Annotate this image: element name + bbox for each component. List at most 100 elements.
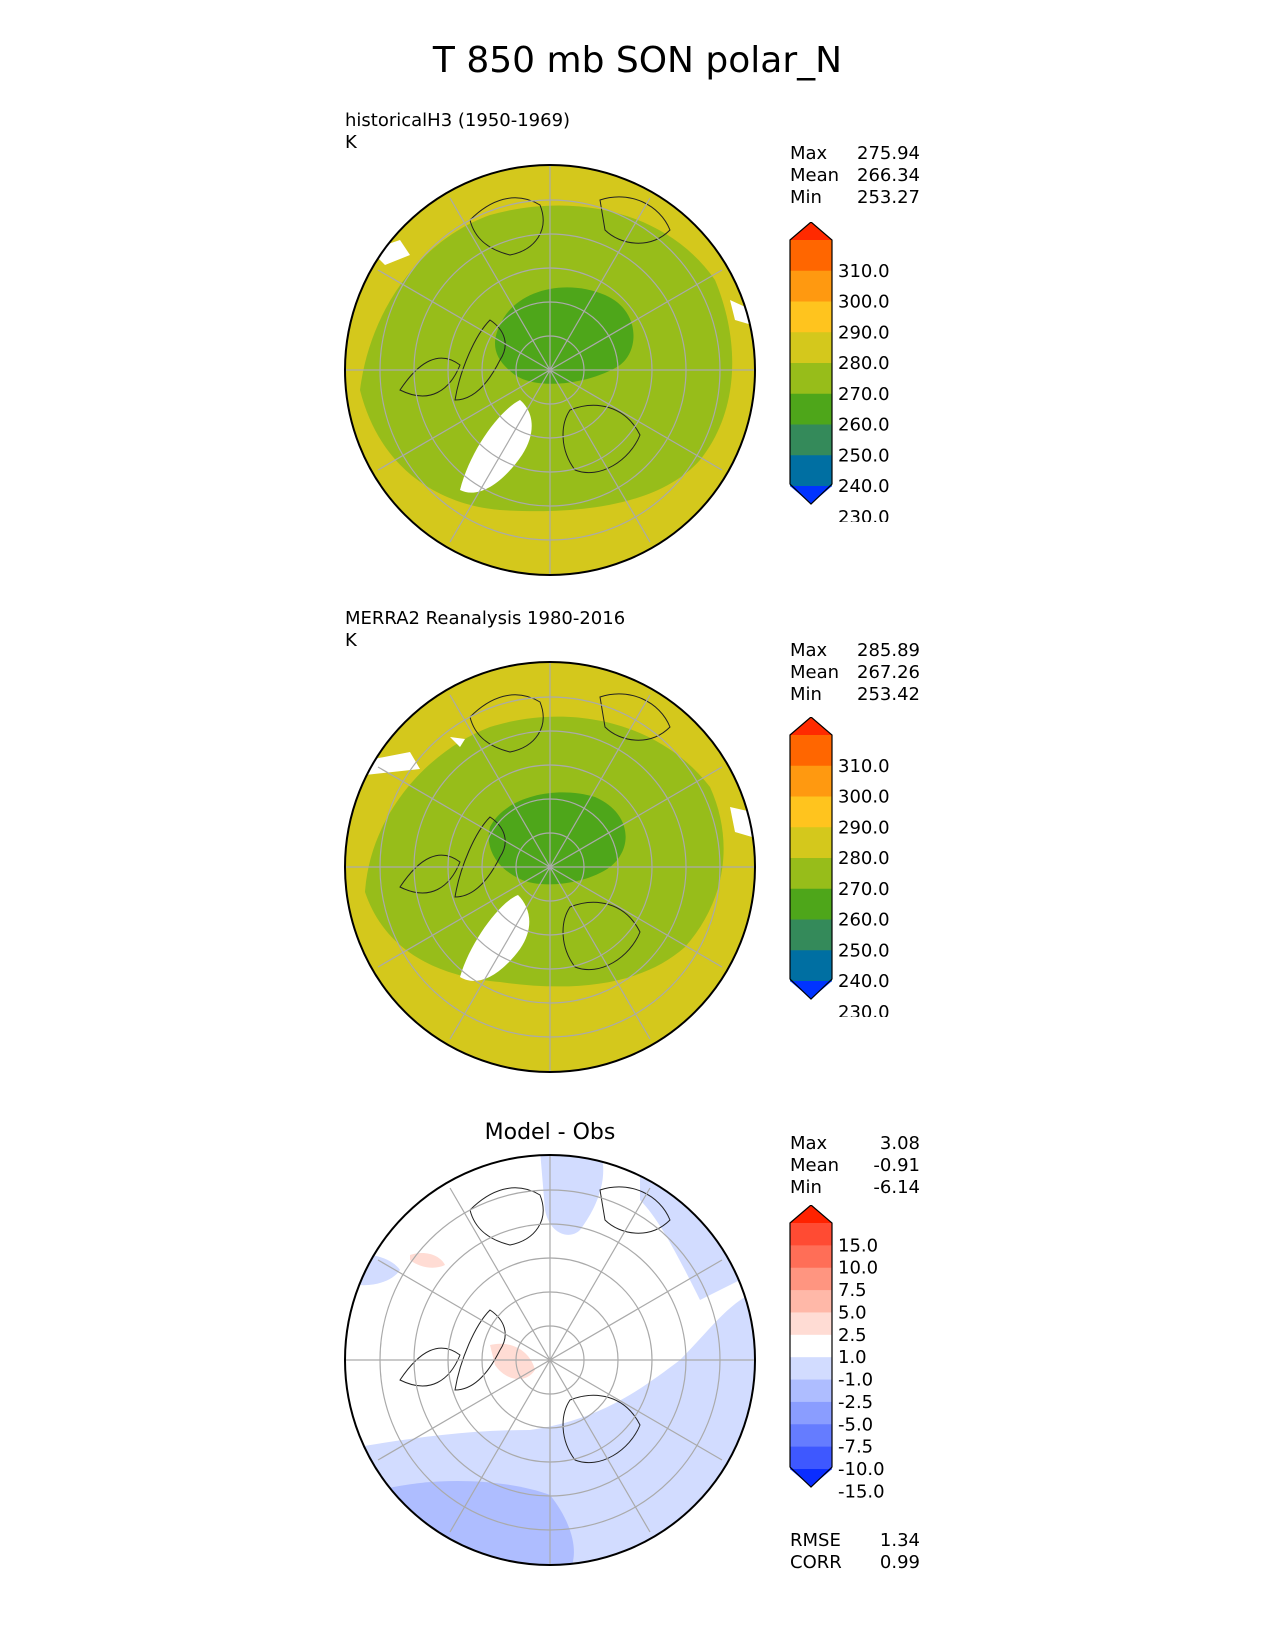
diff-colorbar-tick-label: -2.5 (838, 1392, 873, 1413)
model-colorbar-tick-label: 240.0 (838, 476, 890, 497)
model-colorbar-tick-label: 260.0 (838, 415, 890, 436)
obs-colorbar-segment (790, 735, 832, 767)
model-colorbar-segment (790, 393, 832, 425)
diff-colorbar-segment (790, 1290, 832, 1313)
obs-colorbar-tick-label: 250.0 (838, 940, 890, 961)
model-masked-patch (370, 240, 410, 265)
obs-colorbar-tick-label: 290.0 (838, 817, 890, 838)
obs-colorbar-segment (790, 888, 832, 920)
model-mean-value: 266.34 (857, 165, 920, 186)
model-colorbar-segment (790, 240, 832, 272)
diff-colorbar-segment (790, 1446, 832, 1470)
diff-colorbar: 15.010.07.55.02.51.0-1.0-2.5-5.0-7.5-10.… (789, 1205, 885, 1502)
diff-colorbar-tick-label: 15.0 (838, 1235, 878, 1256)
diff-band-minus1-minus2.5 (540, 1155, 604, 1235)
obs-colorbar-tick-label: 260.0 (838, 910, 890, 931)
diff-graticule (345, 1155, 755, 1565)
model-polar-map (344, 164, 756, 576)
obs-colorbar-tick-label: 280.0 (838, 848, 890, 869)
model-mean-label: Mean (790, 165, 840, 186)
obs-colorbar: 310.0 300.0 290.0 280.0 270.0 260.0 250.0 240.0… (789, 717, 890, 1017)
diff-colorbar-extend-bottom (790, 1469, 832, 1487)
diff-colorbar-tick-label: 7.5 (838, 1280, 867, 1301)
diff-colorbar-tick-label: 1.0 (838, 1347, 867, 1368)
diff-colorbar-segment (790, 1312, 832, 1336)
model-map-border (344, 164, 756, 576)
model-greenland-masked (460, 400, 532, 493)
model-stats: Max 275.94 Mean 266.34 Min 253.27 (790, 143, 920, 209)
diff-band-plus1-plus2.5 (410, 1253, 445, 1268)
diff-metrics: RMSE 1.34 CORR 0.99 (790, 1530, 920, 1574)
model-coastlines (399, 196, 671, 474)
diff-title: Model - Obs (484, 1120, 616, 1145)
diff-band-minus1-minus2.5 (640, 1170, 740, 1300)
obs-colorbar-tick-label: 300.0 (838, 787, 890, 808)
diff-colorbar-extend-top (790, 1205, 832, 1223)
obs-max-label: Max (790, 640, 828, 661)
diff-max-label: Max (790, 1133, 828, 1154)
obs-max-value: 285.89 (857, 640, 920, 661)
diff-colorbar-segment (790, 1357, 832, 1381)
rmse-label: RMSE (790, 1530, 841, 1551)
obs-colorbar-extend-bottom (790, 981, 832, 999)
diff-colorbar-segment (790, 1334, 832, 1358)
obs-colorbar-segment (790, 796, 832, 828)
model-colorbar-segment (790, 332, 832, 364)
obs-stats: Max 285.89 Mean 267.26 Min 253.42 (790, 640, 920, 706)
diff-band-minus2.5-minus5 (380, 1480, 574, 1565)
model-colorbar-segment (790, 455, 832, 487)
model-colorbar-outline (789, 222, 833, 505)
obs-colorbar-segment (790, 919, 832, 951)
obs-band-250-260 (488, 792, 626, 885)
diff-mean-value: -0.91 (873, 1155, 920, 1176)
obs-colorbar-outline (789, 717, 833, 1000)
obs-mean-label: Mean (790, 662, 840, 683)
diff-colorbar-tick-label: 5.0 (838, 1302, 867, 1323)
obs-panel-label: MERRA2 Reanalysis 1980-2016 K (345, 608, 625, 652)
diff-colorbar-tick-label: -15.0 (838, 1481, 885, 1502)
model-graticule (345, 165, 755, 575)
obs-colorbar-segment (790, 827, 832, 859)
rmse-value: 1.34 (879, 1530, 920, 1551)
corr-label: CORR (790, 1552, 842, 1573)
diff-band-plus1-plus2.5 (490, 1343, 535, 1380)
diff-mean-label: Mean (790, 1155, 840, 1176)
diff-min-value: -6.14 (873, 1177, 920, 1198)
model-colorbar-tick-label: 250.0 (838, 445, 890, 466)
diff-colorbar-tick-label: -10.0 (838, 1459, 885, 1480)
obs-units: K (345, 630, 357, 651)
diff-colorbar-segment (790, 1379, 832, 1403)
obs-colorbar-segment (790, 858, 832, 890)
diff-min-label: Min (790, 1177, 822, 1198)
obs-colorbar-tick-label: 310.0 (838, 756, 890, 777)
diff-colorbar-tick-label: -5.0 (838, 1414, 873, 1435)
model-colorbar-tick-label: 270.0 (838, 384, 890, 405)
model-max-label: Max (790, 143, 828, 164)
obs-masked-patch (730, 807, 752, 837)
model-colorbar-tick-label: 310.0 (838, 261, 890, 282)
obs-greenland-masked (460, 895, 530, 981)
diff-colorbar-segment (790, 1267, 832, 1291)
obs-min-label: Min (790, 684, 822, 705)
obs-label: MERRA2 Reanalysis 1980-2016 (345, 608, 626, 629)
obs-min-value: 253.42 (857, 684, 920, 705)
model-units: K (345, 132, 357, 153)
diff-stats: Max 3.08 Mean -0.91 Min -6.14 (790, 1133, 920, 1199)
obs-masked-patch (358, 752, 420, 775)
model-masked-patch (730, 300, 752, 325)
model-max-value: 275.94 (857, 143, 920, 164)
obs-mean-value: 267.26 (857, 662, 920, 683)
model-colorbar-segment (790, 363, 832, 395)
diff-colorbar-segment (790, 1245, 832, 1269)
model-colorbar-tick-label: 230.0 (838, 507, 890, 522)
diff-colorbar-tick-label: 2.5 (838, 1325, 867, 1346)
model-colorbar-segment (790, 424, 832, 456)
model-min-value: 253.27 (857, 187, 920, 208)
obs-map-border (344, 661, 756, 1073)
model-label: historicalH3 (1950-1969) (345, 110, 571, 131)
model-colorbar-tick-label: 290.0 (838, 322, 890, 343)
obs-polar-map (344, 661, 756, 1073)
obs-coastlines (399, 693, 671, 971)
obs-graticule (345, 662, 755, 1072)
model-panel-label: historicalH3 (1950-1969) K (345, 110, 570, 154)
